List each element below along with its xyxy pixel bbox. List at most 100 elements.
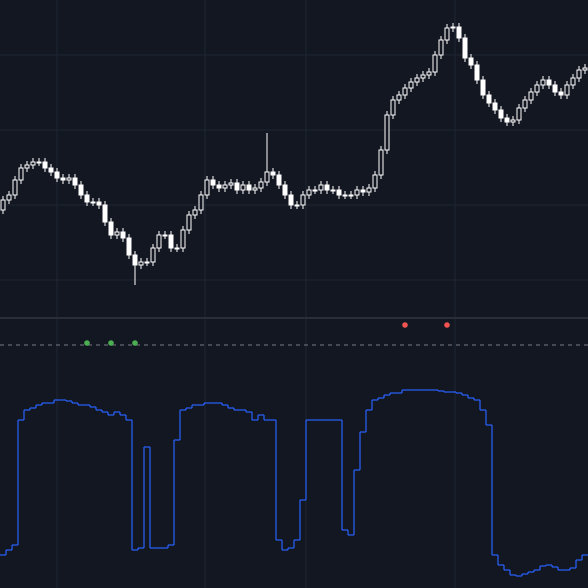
candle-body	[222, 184, 228, 189]
sell-signal	[444, 322, 450, 328]
candle-body	[270, 171, 276, 176]
candle-body	[570, 77, 576, 86]
candle-body	[336, 189, 342, 196]
candle-body	[264, 171, 270, 183]
candle-body	[150, 247, 156, 263]
candle-body	[30, 161, 36, 166]
candle-body	[6, 194, 12, 201]
candle-body	[228, 182, 234, 186]
vertical-grid	[56, 0, 456, 588]
candle-body	[234, 182, 240, 191]
candle-body	[402, 87, 408, 96]
candle-body	[426, 71, 432, 76]
candle-body	[240, 184, 246, 191]
candle-body	[414, 77, 420, 83]
candle-body	[300, 194, 306, 206]
candle-body	[504, 117, 510, 123]
candle-body	[54, 171, 60, 179]
candle-body	[372, 174, 378, 189]
candle-body	[66, 177, 72, 181]
candle-body	[528, 91, 534, 101]
candle-body	[138, 261, 144, 266]
candle-body	[162, 234, 168, 237]
sell-signal	[402, 322, 408, 328]
candle-body	[516, 107, 522, 121]
candle-body	[462, 37, 468, 59]
candle-body	[294, 204, 300, 207]
candle-body	[498, 109, 504, 119]
candle-body	[420, 74, 426, 79]
buy-signal	[84, 340, 90, 346]
candle-body	[444, 27, 450, 41]
candle-body	[546, 79, 552, 86]
candle-body	[168, 234, 174, 249]
candle-body	[576, 69, 582, 79]
candle-body	[192, 209, 198, 216]
candle-body	[204, 179, 210, 196]
candle-body	[558, 91, 564, 96]
candle-body	[84, 194, 90, 203]
candle-body	[210, 179, 216, 186]
candle-body	[258, 181, 264, 189]
candle-body	[318, 184, 324, 191]
candle-body	[276, 174, 282, 186]
candle-body	[390, 99, 396, 116]
candle-body	[354, 189, 360, 196]
candle-body	[408, 81, 414, 89]
candle-body	[78, 184, 84, 196]
candle-body	[366, 187, 372, 193]
candle-body	[114, 231, 120, 236]
candle-body	[438, 39, 444, 56]
candle-body	[120, 231, 126, 239]
candle-body	[552, 84, 558, 93]
candle-body	[564, 84, 570, 96]
candle-body	[12, 179, 18, 196]
candle-body	[432, 54, 438, 73]
candle-body	[582, 67, 588, 71]
candle-body	[108, 221, 114, 236]
candle-body	[186, 214, 192, 231]
candle-body	[378, 149, 384, 176]
candle-body	[198, 194, 204, 211]
candle-body	[60, 177, 66, 181]
candle-body	[480, 79, 486, 96]
candle-body	[456, 26, 462, 39]
candle-body	[216, 184, 222, 189]
candle-body	[324, 184, 330, 191]
candle-body	[360, 189, 366, 193]
candle-body	[132, 254, 138, 266]
candle-body	[72, 177, 78, 186]
candle-body	[534, 84, 540, 93]
candle-body	[492, 102, 498, 111]
candle-body	[0, 199, 6, 211]
candle-body	[510, 119, 516, 123]
candle-body	[450, 26, 456, 29]
candle-body	[342, 194, 348, 197]
candle-body	[330, 189, 336, 192]
candle-body	[246, 184, 252, 191]
candle-body	[102, 204, 108, 223]
candle-body	[156, 234, 162, 249]
candle-body	[474, 64, 480, 81]
buy-signal	[108, 340, 114, 346]
candle-body	[540, 79, 546, 86]
candle-body	[18, 167, 24, 181]
candle-body	[282, 184, 288, 196]
candle-body	[96, 201, 102, 206]
candle-body	[348, 194, 354, 197]
candle-body	[384, 114, 390, 151]
candle-body	[42, 161, 48, 169]
candle-body	[126, 237, 132, 256]
candle-body	[312, 189, 318, 192]
candle-body	[252, 187, 258, 191]
candle-body	[468, 57, 474, 66]
candle-body	[486, 94, 492, 104]
candle-body	[144, 261, 150, 264]
candle-body	[396, 94, 402, 101]
buy-signal	[132, 340, 138, 346]
candle-body	[24, 164, 30, 169]
candle-body	[48, 167, 54, 173]
candle-body	[288, 194, 294, 206]
